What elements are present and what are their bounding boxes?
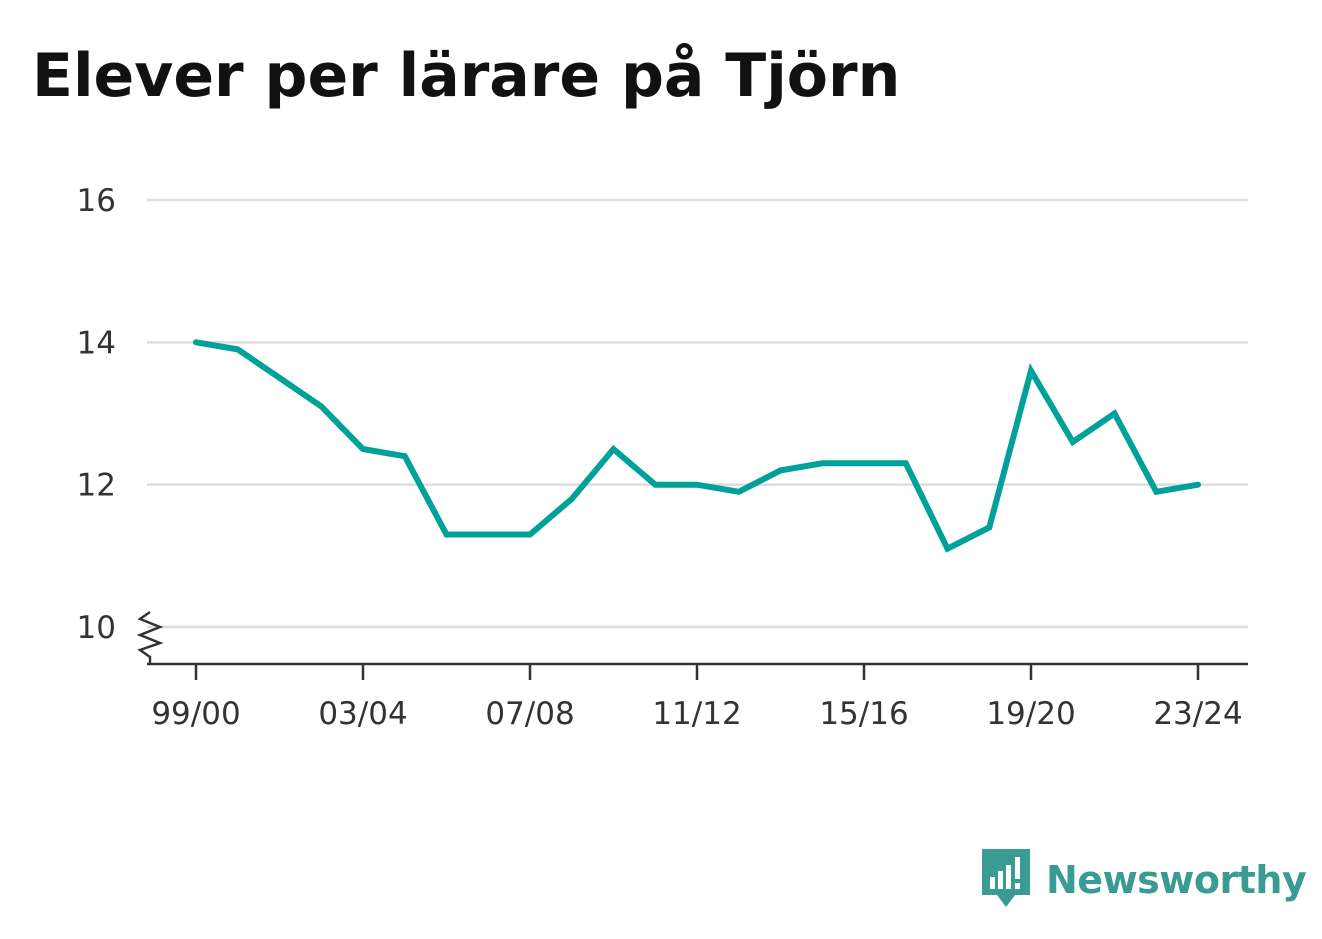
y-tick-label: 14 (77, 325, 116, 361)
y-tick-label: 12 (77, 468, 116, 504)
x-tick-label: 15/16 (819, 696, 908, 732)
line-chart: 10 12 14 16 99/00 03/04 07/08 11/12 15/16 19/20 2… (77, 183, 1248, 732)
brand-name: Newsworthy (1046, 858, 1307, 902)
y-tick-label: 10 (77, 610, 116, 646)
brand: Newsworthy (982, 848, 1307, 912)
series-line (193, 339, 1201, 553)
x-tick-label: 99/00 (151, 696, 240, 732)
chart-title: Elever per lärare på Tjörn (32, 41, 901, 111)
gridlines (147, 198, 1248, 629)
y-tick-label: 16 (77, 183, 116, 219)
y-axis-break-icon (136, 610, 164, 664)
x-tick-label: 23/24 (1153, 696, 1242, 732)
y-axis: 10 12 14 16 (77, 183, 116, 646)
x-tick-label: 11/12 (652, 696, 741, 732)
x-axis-ticks: 99/00 03/04 07/08 11/12 15/16 19/20 23/24 (151, 664, 1243, 732)
newsworthy-logo-icon (982, 849, 1030, 907)
x-tick-label: 07/08 (485, 696, 574, 732)
series-group (193, 339, 1201, 553)
x-tick-label: 19/20 (986, 696, 1075, 732)
x-tick-label: 03/04 (318, 696, 407, 732)
